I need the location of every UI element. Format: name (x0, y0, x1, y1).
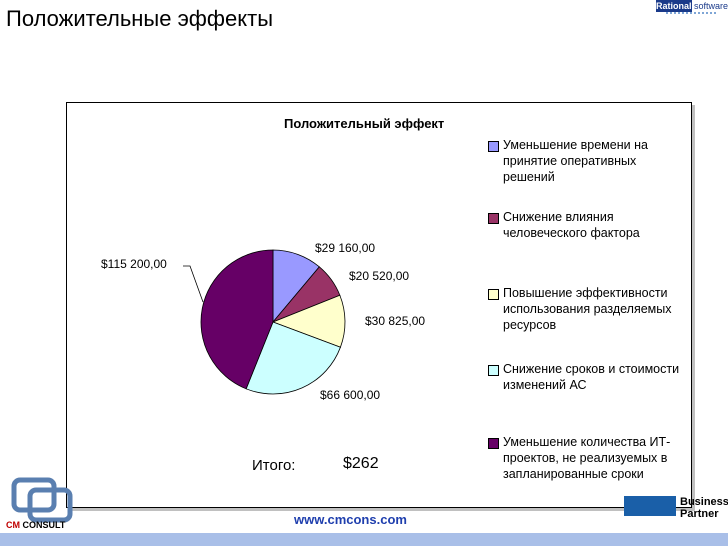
bottom-bar (0, 533, 728, 546)
legend-label-4: Уменьшение количества ИТ-проектов, не ре… (503, 435, 671, 481)
data-label-3: $66 600,00 (317, 387, 384, 403)
pie-slice-3 (245, 321, 341, 395)
total-label: Итого: (252, 457, 296, 474)
pie-slice-4 (200, 249, 274, 390)
legend-swatch-3 (488, 365, 499, 376)
data-label-2: $30 825,00 (362, 313, 429, 329)
data-label-4: $115 200,00 (98, 256, 170, 272)
legend-label-3: Снижение сроков и стоимости изменений АС (503, 362, 680, 392)
website-link[interactable]: www.cmcons.com (294, 512, 407, 527)
leader-line-4 (183, 265, 204, 303)
partner-logo-mark (624, 496, 676, 516)
rational-logo-text: software (694, 1, 728, 11)
legend-label-2: Повышение эффективности использования ра… (503, 286, 672, 332)
data-label-1: $20 520,00 (346, 268, 413, 284)
business-partner-logo: Business Partner (624, 496, 728, 528)
chart-frame (66, 102, 692, 508)
pie-slices (200, 249, 346, 395)
legend-swatch-0 (488, 141, 499, 152)
cm-wordmark-cm: CM (6, 520, 20, 530)
legend-label-0: Уменьшение времени на принятие оперативн… (503, 138, 648, 184)
partner-line-2: Partner (680, 508, 719, 520)
legend-swatch-4 (488, 438, 499, 449)
cm-consult-wordmark: CM CONSULT (6, 520, 65, 530)
legend-swatch-1 (488, 213, 499, 224)
rational-logo-decoration (666, 12, 716, 22)
data-label-0: $29 160,00 (312, 240, 379, 256)
total-value: $262 (343, 455, 379, 472)
rational-software-logo: Rational. software (656, 0, 728, 20)
cm-consult-logo (11, 477, 73, 523)
cm-wordmark-consult: CONSULT (22, 520, 66, 530)
chart-title: Положительный эффект (284, 116, 445, 131)
partner-line-1: Business (680, 496, 728, 508)
legend-label-1: Снижение влияния человеческого фактора (503, 210, 640, 240)
partner-logo-text: Business Partner (680, 496, 728, 520)
legend-swatch-2 (488, 289, 499, 300)
slide-title: Положительные эффекты (6, 6, 274, 31)
leader-lines (183, 265, 204, 303)
rational-logo-mark: Rational. (656, 0, 695, 12)
